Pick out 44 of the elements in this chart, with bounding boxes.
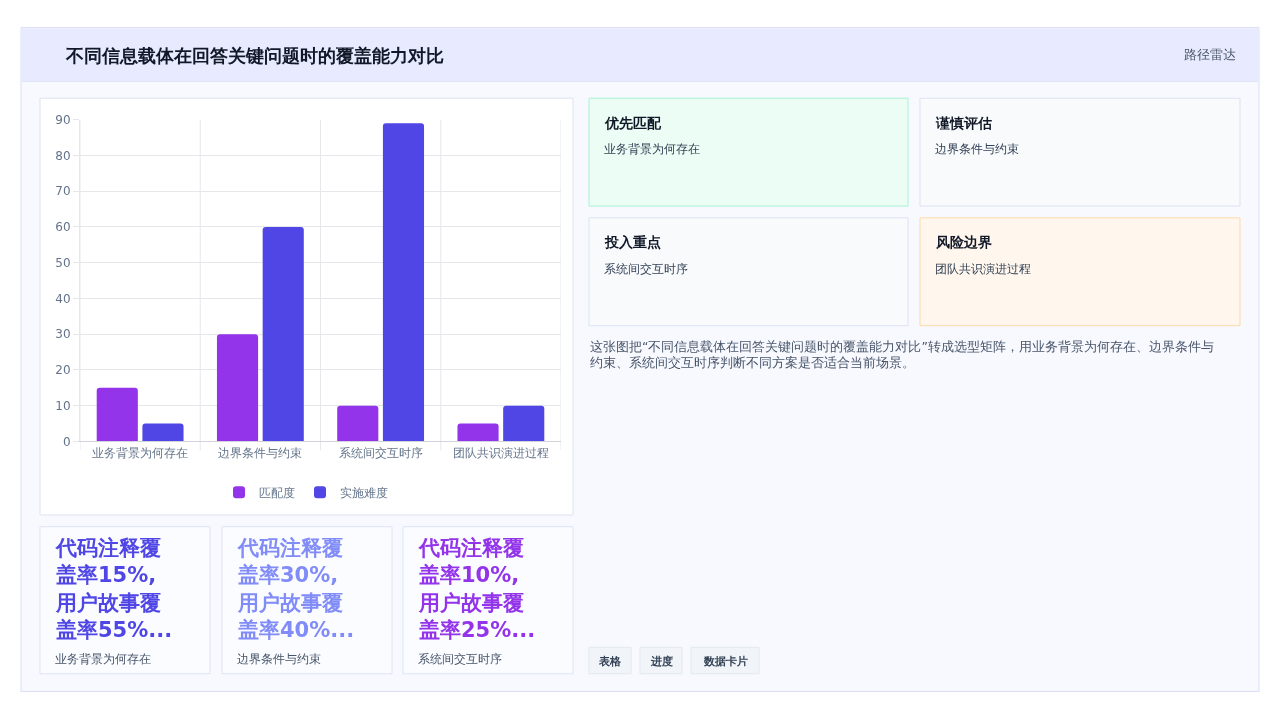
y-tick-label: 40 [55, 291, 71, 306]
text: 业务背景为何存在 [604, 142, 700, 156]
text: 投入重点 [604, 234, 661, 250]
y-tick-label: 20 [55, 363, 71, 378]
bar [96, 387, 138, 442]
x-tick-label: 系统间交互时序 [338, 445, 423, 460]
x-tick-label: 团队共识演进过程 [452, 445, 549, 460]
text: 优先匹配 [604, 115, 662, 131]
y-tick-label: 60 [55, 220, 71, 235]
bar [262, 226, 304, 442]
text: 代码注释覆盖率10%,用户故事覆盖率25%... [418, 536, 536, 642]
text: 团队共识演进过程 [935, 262, 1031, 276]
text: 谨慎评估 [935, 115, 992, 131]
bar [216, 334, 259, 442]
bar [457, 423, 499, 442]
legend-label: 匹配度 [259, 485, 295, 500]
text: 数据卡片 [703, 655, 748, 668]
text: 代码注释覆盖率15%,用户故事覆盖率55%... [55, 536, 173, 642]
chart-title: 不同信息载体在回答关键问题时的覆盖能力对比 [65, 45, 444, 66]
x-tick-label: 业务背景为何存在 [92, 445, 189, 460]
y-tick-label: 30 [55, 327, 71, 342]
text: 系统间交互时序 [418, 652, 502, 666]
text: 代码注释覆盖率30%,用户故事覆盖率40%... [237, 536, 355, 642]
y-tick-label: 50 [55, 255, 71, 270]
text: 表格 [598, 655, 622, 668]
y-tick-label: 80 [55, 148, 71, 163]
text: 进度 [650, 655, 673, 668]
text: 边界条件与约束 [237, 652, 321, 666]
bar [503, 405, 545, 442]
y-tick-label: 90 [55, 112, 71, 127]
text: 业务背景为何存在 [55, 652, 151, 666]
text: 路径雷达 [1184, 47, 1236, 62]
y-tick-label: 0 [62, 434, 71, 449]
bar [337, 405, 379, 442]
bar [382, 123, 425, 442]
y-tick-label: 70 [55, 184, 71, 199]
bar [142, 423, 184, 442]
x-tick-label: 边界条件与约束 [218, 445, 303, 460]
y-tick-label: 10 [55, 398, 71, 413]
legend-label: 实施难度 [340, 485, 388, 500]
text: 系统间交互时序 [604, 262, 688, 276]
text: 这张图把“不同信息载体在回答关键问题时的覆盖能力对比”转成选型矩阵，用业务背景为何存在、边界条件与约束、系统间交互时序判断不同方案是否适合当前场景。 [590, 339, 1214, 371]
text: 边界条件与约束 [935, 142, 1019, 156]
text: 风险边界 [935, 234, 992, 250]
